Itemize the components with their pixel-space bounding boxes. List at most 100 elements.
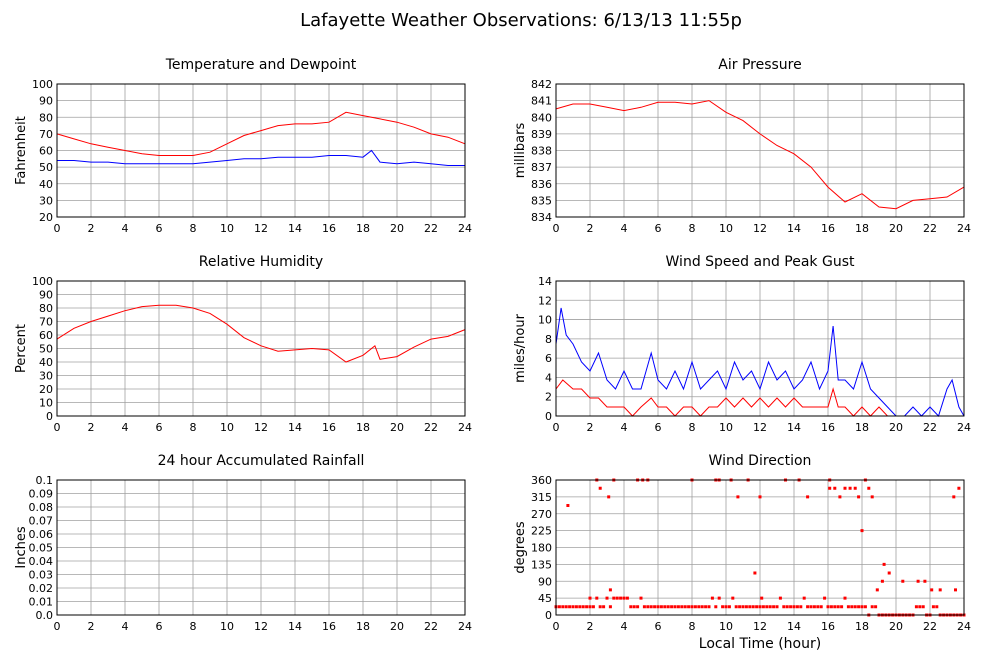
wind-ytick: 10: [538, 314, 552, 327]
direction-point: [578, 605, 582, 609]
direction-point: [938, 588, 942, 592]
temperature-ylabel: Fahrenheit: [14, 116, 29, 185]
direction-ytick: 45: [538, 592, 552, 605]
temperature-xtick: 4: [122, 222, 129, 235]
direction-point: [707, 605, 711, 609]
temperature-xtick: 14: [288, 222, 302, 235]
rainfall-ytick: 0.1: [36, 474, 54, 487]
pressure-xtick: 12: [753, 222, 767, 235]
humidity-ytick: 40: [39, 356, 53, 369]
direction-point: [659, 605, 663, 609]
temperature-xtick: 18: [356, 222, 370, 235]
direction-point: [612, 596, 616, 600]
direction-title: Wind Direction: [709, 453, 812, 469]
direction-point: [853, 605, 857, 609]
direction-point: [748, 605, 752, 609]
pressure-ytick: 837: [531, 161, 552, 174]
direction-point: [795, 605, 799, 609]
direction-point: [829, 605, 833, 609]
direction-point: [758, 495, 762, 499]
direction-point: [882, 562, 886, 566]
temperature-title: Temperature and Dewpoint: [165, 57, 357, 73]
wind-xtick: 18: [855, 421, 869, 434]
direction-point: [806, 605, 810, 609]
temperature-xtick: 8: [190, 222, 197, 235]
humidity-xtick: 2: [88, 421, 95, 434]
pressure-xtick: 20: [889, 222, 903, 235]
direction-point: [918, 605, 922, 609]
humidity-title: Relative Humidity: [199, 254, 323, 270]
temperature-ytick: 20: [39, 211, 53, 224]
direction-point: [564, 605, 568, 609]
direction-point: [734, 605, 738, 609]
direction-point: [622, 596, 626, 600]
pressure-xtick: 24: [957, 222, 971, 235]
direction-ytick: 0: [545, 609, 552, 622]
direction-point: [819, 605, 823, 609]
direction-point: [765, 605, 769, 609]
temperature-xtick: 20: [390, 222, 404, 235]
direction-point: [595, 596, 599, 600]
direction-xtick: 4: [621, 620, 628, 633]
pressure-ytick: 840: [531, 111, 552, 124]
direction-point: [598, 486, 602, 490]
direction-point: [860, 529, 864, 533]
direction-point: [887, 571, 891, 575]
direction-point: [840, 605, 844, 609]
direction-point: [857, 605, 861, 609]
direction-xtick: 12: [753, 620, 767, 633]
direction-ytick: 225: [531, 525, 552, 538]
direction-xtick: 6: [655, 620, 662, 633]
direction-point: [566, 504, 570, 507]
direction-point: [714, 605, 718, 609]
direction-xtick: 10: [719, 620, 733, 633]
direction-point: [736, 495, 740, 499]
direction-point: [916, 579, 920, 583]
pressure-xtick: 6: [655, 222, 662, 235]
direction-point: [753, 571, 757, 575]
direction-ytick: 90: [538, 575, 552, 588]
humidity-ytick: 100: [32, 275, 53, 288]
direction-point: [789, 605, 793, 609]
pressure-series-line: [555, 100, 965, 210]
direction-point: [957, 486, 961, 490]
direction-xtick: 0: [553, 620, 560, 633]
rainfall-ytick: 0.06: [29, 528, 54, 541]
direction-point: [848, 486, 852, 490]
direction-point: [799, 605, 803, 609]
direction-point: [826, 605, 830, 609]
humidity-xtick: 18: [356, 421, 370, 434]
direction-point: [768, 605, 772, 609]
direction-point: [663, 605, 667, 609]
rainfall-ytick: 0.01: [29, 596, 54, 609]
rainfall-xtick: 8: [190, 620, 197, 633]
rainfall-ytick: 0.08: [29, 501, 54, 514]
direction-point: [921, 605, 925, 609]
pressure-xtick: 14: [787, 222, 801, 235]
direction-point: [850, 605, 854, 609]
direction-point: [812, 605, 816, 609]
direction-point: [931, 605, 935, 609]
direction-point: [676, 605, 680, 609]
direction-point: [853, 486, 857, 490]
direction-point: [816, 605, 820, 609]
direction-point: [639, 596, 643, 600]
direction-point: [683, 605, 687, 609]
direction-point: [605, 596, 609, 600]
direction-point: [727, 605, 731, 609]
wind-title: Wind Speed and Peak Gust: [666, 254, 855, 270]
direction-point: [792, 605, 796, 609]
rainfall-xtick: 0: [54, 620, 61, 633]
pressure-xtick: 18: [855, 222, 869, 235]
direction-point: [585, 605, 589, 609]
temperature-ytick: 70: [39, 128, 53, 141]
temperature-xtick: 16: [322, 222, 336, 235]
pressure-ytick: 838: [531, 145, 552, 158]
direction-point: [809, 605, 813, 609]
humidity-xtick: 16: [322, 421, 336, 434]
direction-point: [751, 605, 755, 609]
humidity-ytick: 50: [39, 343, 53, 356]
direction-point: [782, 605, 786, 609]
direction-point: [646, 605, 650, 609]
direction-point: [629, 605, 633, 609]
